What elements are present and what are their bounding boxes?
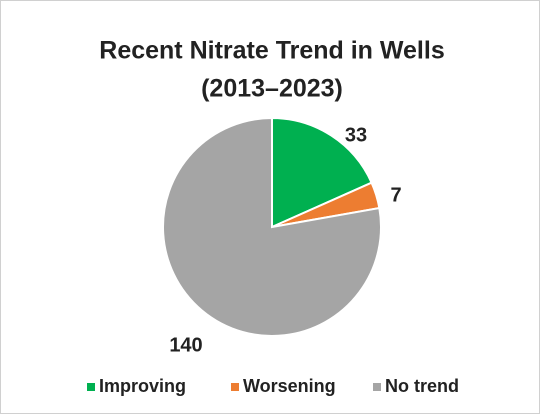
- legend-swatch: [231, 383, 239, 391]
- data-label: 33: [345, 124, 367, 146]
- legend-swatch: [373, 383, 381, 391]
- pie-slice: [271, 116, 373, 229]
- data-label: 7: [390, 184, 401, 206]
- legend-label: Worsening: [243, 376, 336, 396]
- chart-title: (2013–2023): [201, 75, 343, 103]
- legend-label: No trend: [385, 376, 459, 396]
- legend-swatch: [87, 383, 95, 391]
- legend-label: Improving: [99, 376, 186, 396]
- pie-slice: [162, 116, 382, 337]
- chart-title: Recent Nitrate Trend in Wells: [99, 37, 444, 65]
- data-label: 140: [169, 334, 202, 356]
